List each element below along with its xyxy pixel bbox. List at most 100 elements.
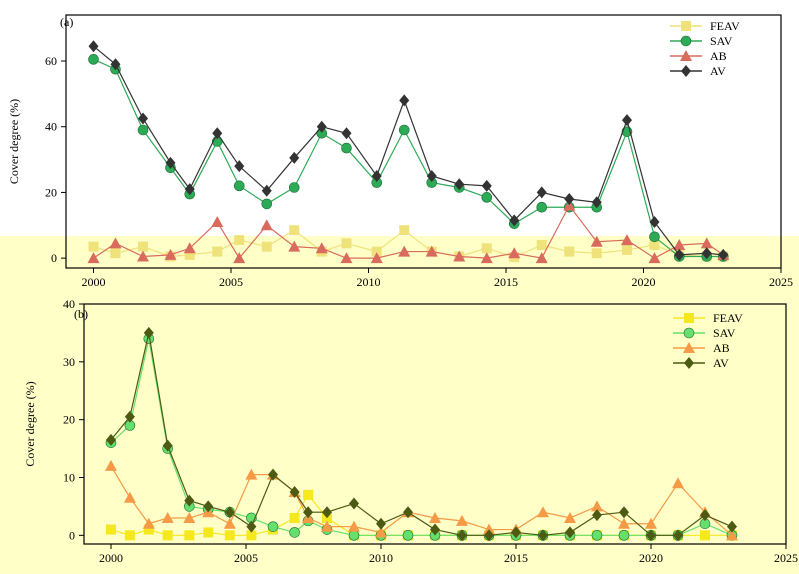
panel-b-av-point xyxy=(592,509,602,522)
panel-b-av-point xyxy=(289,485,300,498)
panel-a-ab-point xyxy=(233,252,246,264)
panel-b-x-tick-label: 2000 xyxy=(99,551,123,565)
panel-a-legend-av-label: AV xyxy=(710,64,726,78)
panel-a-feav-point xyxy=(341,238,352,249)
panel-a-av-point xyxy=(316,120,327,133)
panel-a-feav-point xyxy=(371,246,382,257)
panel-b-av-point xyxy=(673,529,683,542)
panel-a-av-point xyxy=(622,114,632,127)
panel-a-ab-point xyxy=(673,239,686,250)
panel-b-av-point xyxy=(162,439,173,452)
panel-b-feav-point xyxy=(106,524,116,535)
panel-b-av-point xyxy=(511,526,521,539)
panel-a-ab-point xyxy=(315,242,328,254)
panel-a-av-point xyxy=(110,58,121,71)
panel-b-av-point xyxy=(322,506,332,519)
panel-b-x-tick-label: 2020 xyxy=(639,551,663,565)
panel-a-sav-point xyxy=(137,124,149,136)
panel-a-ab-point xyxy=(648,252,661,264)
panel-a-av-point xyxy=(212,127,223,140)
panel-a-ab-point xyxy=(288,240,301,252)
panel-a-ab-point xyxy=(563,199,576,211)
panel-b-av-point xyxy=(124,410,135,423)
panel-a-av-point xyxy=(509,214,520,227)
panel-b-ab-point xyxy=(375,526,387,538)
panel-b-av-point xyxy=(184,494,195,507)
panel-b-legend-sav-marker xyxy=(683,327,695,339)
panel-a-feav-point xyxy=(481,243,492,254)
panel-b-feav-point xyxy=(143,524,154,535)
panel-b-y-tick-label: 30 xyxy=(63,355,75,369)
panel-b-av-point xyxy=(224,506,235,519)
panel-a-av-point xyxy=(674,248,685,261)
panel-a-ab-point xyxy=(453,250,466,262)
panel-b-av-point xyxy=(376,517,386,530)
panel-b-av-point xyxy=(700,509,710,522)
panel-a-av-point xyxy=(138,112,148,125)
panel-b-ab-point xyxy=(672,477,684,489)
panel-b-ab-point xyxy=(321,520,333,532)
panel-b-av-point xyxy=(349,497,359,510)
panel-a-av-point xyxy=(261,184,272,197)
panel-b-ab-point xyxy=(142,517,155,529)
panel-b-y-tick-label: 40 xyxy=(63,297,75,311)
panel-a-ab-point xyxy=(700,237,713,249)
panel-b-ab-point xyxy=(564,511,576,523)
panel-a-ab-point xyxy=(87,252,100,264)
panel-a: 2000 2005 2010 2015 2020 2025 0 20 40 60 Cover deg… xyxy=(7,14,793,289)
panel-a-plot-frame xyxy=(65,14,782,269)
panel-a-sav-point xyxy=(261,198,273,210)
panel-b-av-point xyxy=(565,526,575,539)
panel-a-legend-sav-label: SAV xyxy=(710,34,733,48)
panel-b-ab-point xyxy=(429,511,441,523)
panel-b-ab-point xyxy=(483,523,495,535)
panel-a-av-point xyxy=(701,247,712,260)
panel-a-y-tick-label: 20 xyxy=(45,185,57,199)
panel-b-ab-point xyxy=(348,520,360,532)
panel-b-ab-point xyxy=(245,468,258,480)
panel-b-feav-point xyxy=(246,530,257,541)
panel-b-y-tick-label: 20 xyxy=(63,413,75,427)
panel-b-legend-sav-label: SAV xyxy=(713,326,736,340)
panel-a-ab-point xyxy=(340,252,353,264)
panel-a-feav-point xyxy=(622,244,632,255)
panel-a-av-point xyxy=(184,183,195,196)
panel-a-feav-point xyxy=(649,240,660,250)
panel-a-ab-point xyxy=(260,219,273,231)
panel-b-feav-point xyxy=(289,512,300,523)
panel-a-feav-point xyxy=(399,225,410,236)
panel-b-legend-feav-label: FEAV xyxy=(713,311,743,325)
panel-a-ab-point xyxy=(621,234,633,246)
panel-a-av-point xyxy=(289,151,300,164)
panel-b-legend-ab-marker xyxy=(683,342,695,353)
panel-b-av-line xyxy=(110,332,733,536)
panel-b-feav-point xyxy=(700,530,710,541)
panel-b-sav-point xyxy=(289,527,300,538)
panel-a-av-point xyxy=(399,94,410,107)
panel-b-ab-point xyxy=(223,517,236,529)
panel-a-legend-ab-marker xyxy=(680,50,692,61)
panel-a-av-point xyxy=(371,170,382,182)
panel-a-ab-point xyxy=(211,216,224,227)
panel-b-legend-av-label: AV xyxy=(713,356,729,370)
panel-a-av-point xyxy=(591,196,602,209)
panel-a-legend-feav-marker xyxy=(681,21,691,31)
panel-a-av-point xyxy=(718,248,729,261)
panel-b-feav-point xyxy=(224,530,235,541)
panel-a-av-point xyxy=(564,193,575,205)
panel-b-ab-point xyxy=(618,517,630,529)
panel-a-y-tick-label: 0 xyxy=(51,251,57,265)
panel-a-x-tick-label: 2005 xyxy=(219,275,243,289)
panel-a-x-tick-label: 2000 xyxy=(82,275,106,289)
panel-a-av-point xyxy=(454,178,465,191)
panel-a-feav-point xyxy=(88,241,99,252)
panel-b-ab-point xyxy=(161,511,174,523)
panel-a-sav-point xyxy=(341,142,352,154)
panel-a-av-point xyxy=(649,216,660,228)
panel-b-ab-point xyxy=(726,529,738,541)
panel-a-feav-point xyxy=(212,246,223,257)
panel-b-sav-point xyxy=(267,521,279,532)
panel-a-ab-point xyxy=(590,235,603,247)
panel-b-x-tick-label: 2015 xyxy=(504,551,528,565)
panel-a-sav-point xyxy=(481,192,493,203)
